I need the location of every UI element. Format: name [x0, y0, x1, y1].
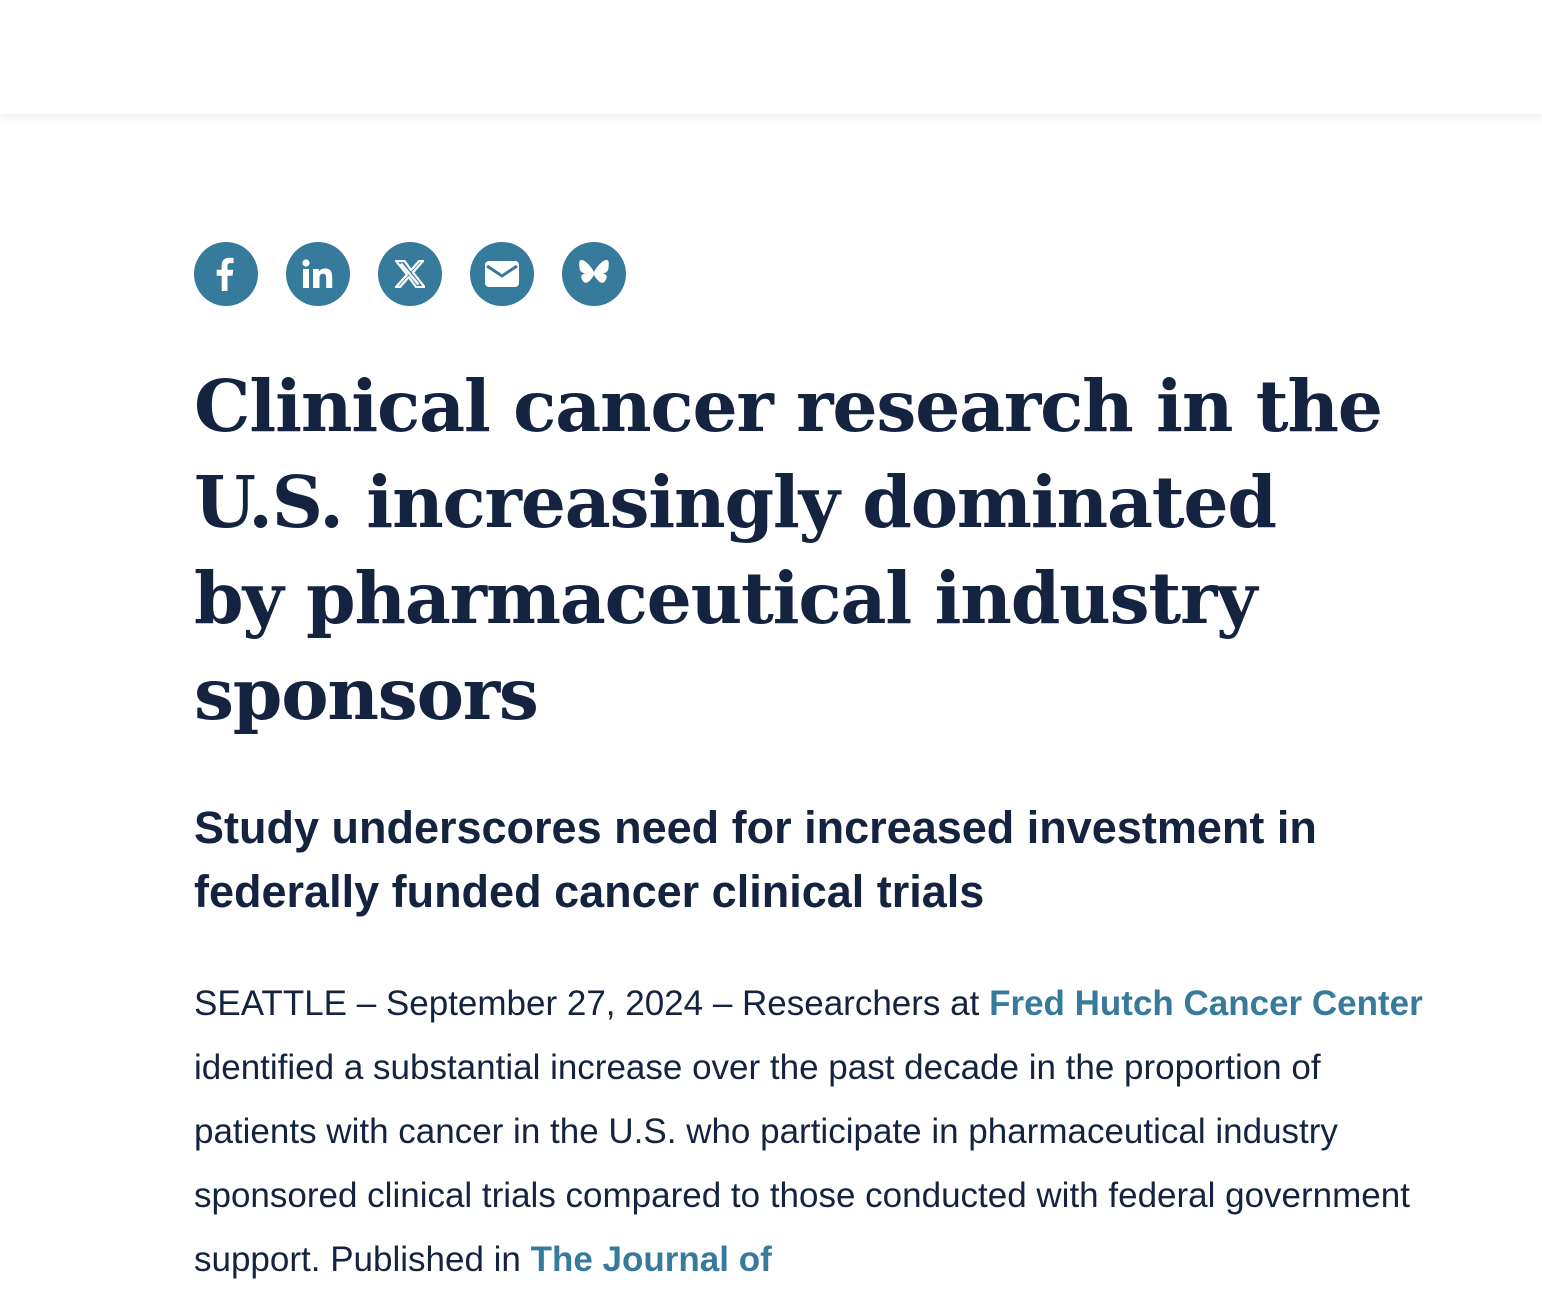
- body-intro-text: SEATTLE – September 27, 2024 – Researche…: [194, 984, 990, 1023]
- email-icon: [485, 261, 519, 287]
- share-bluesky-button[interactable]: [562, 242, 626, 306]
- share-facebook-button[interactable]: [194, 242, 258, 306]
- article: Clinical cancer research in the U.S. inc…: [194, 242, 1444, 1292]
- article-body-paragraph: SEATTLE – September 27, 2024 – Researche…: [194, 972, 1434, 1292]
- share-x-button[interactable]: [378, 242, 442, 306]
- body-middle-text: identified a substantial increase over t…: [194, 1048, 1410, 1279]
- bluesky-icon: [579, 260, 609, 283]
- share-toolbar: [194, 242, 1444, 306]
- fred-hutch-link[interactable]: Fred Hutch Cancer Center: [989, 984, 1423, 1023]
- article-subhead: Study underscores need for increased inv…: [194, 802, 1317, 917]
- linkedin-icon: [302, 259, 333, 288]
- article-headline: Clinical cancer research in the U.S. inc…: [194, 364, 1383, 736]
- facebook-icon: [216, 257, 234, 291]
- share-linkedin-button[interactable]: [286, 242, 350, 306]
- share-email-button[interactable]: [470, 242, 534, 306]
- x-twitter-icon: [395, 260, 425, 288]
- journal-link[interactable]: The Journal of: [530, 1240, 772, 1279]
- site-header: [0, 0, 1542, 114]
